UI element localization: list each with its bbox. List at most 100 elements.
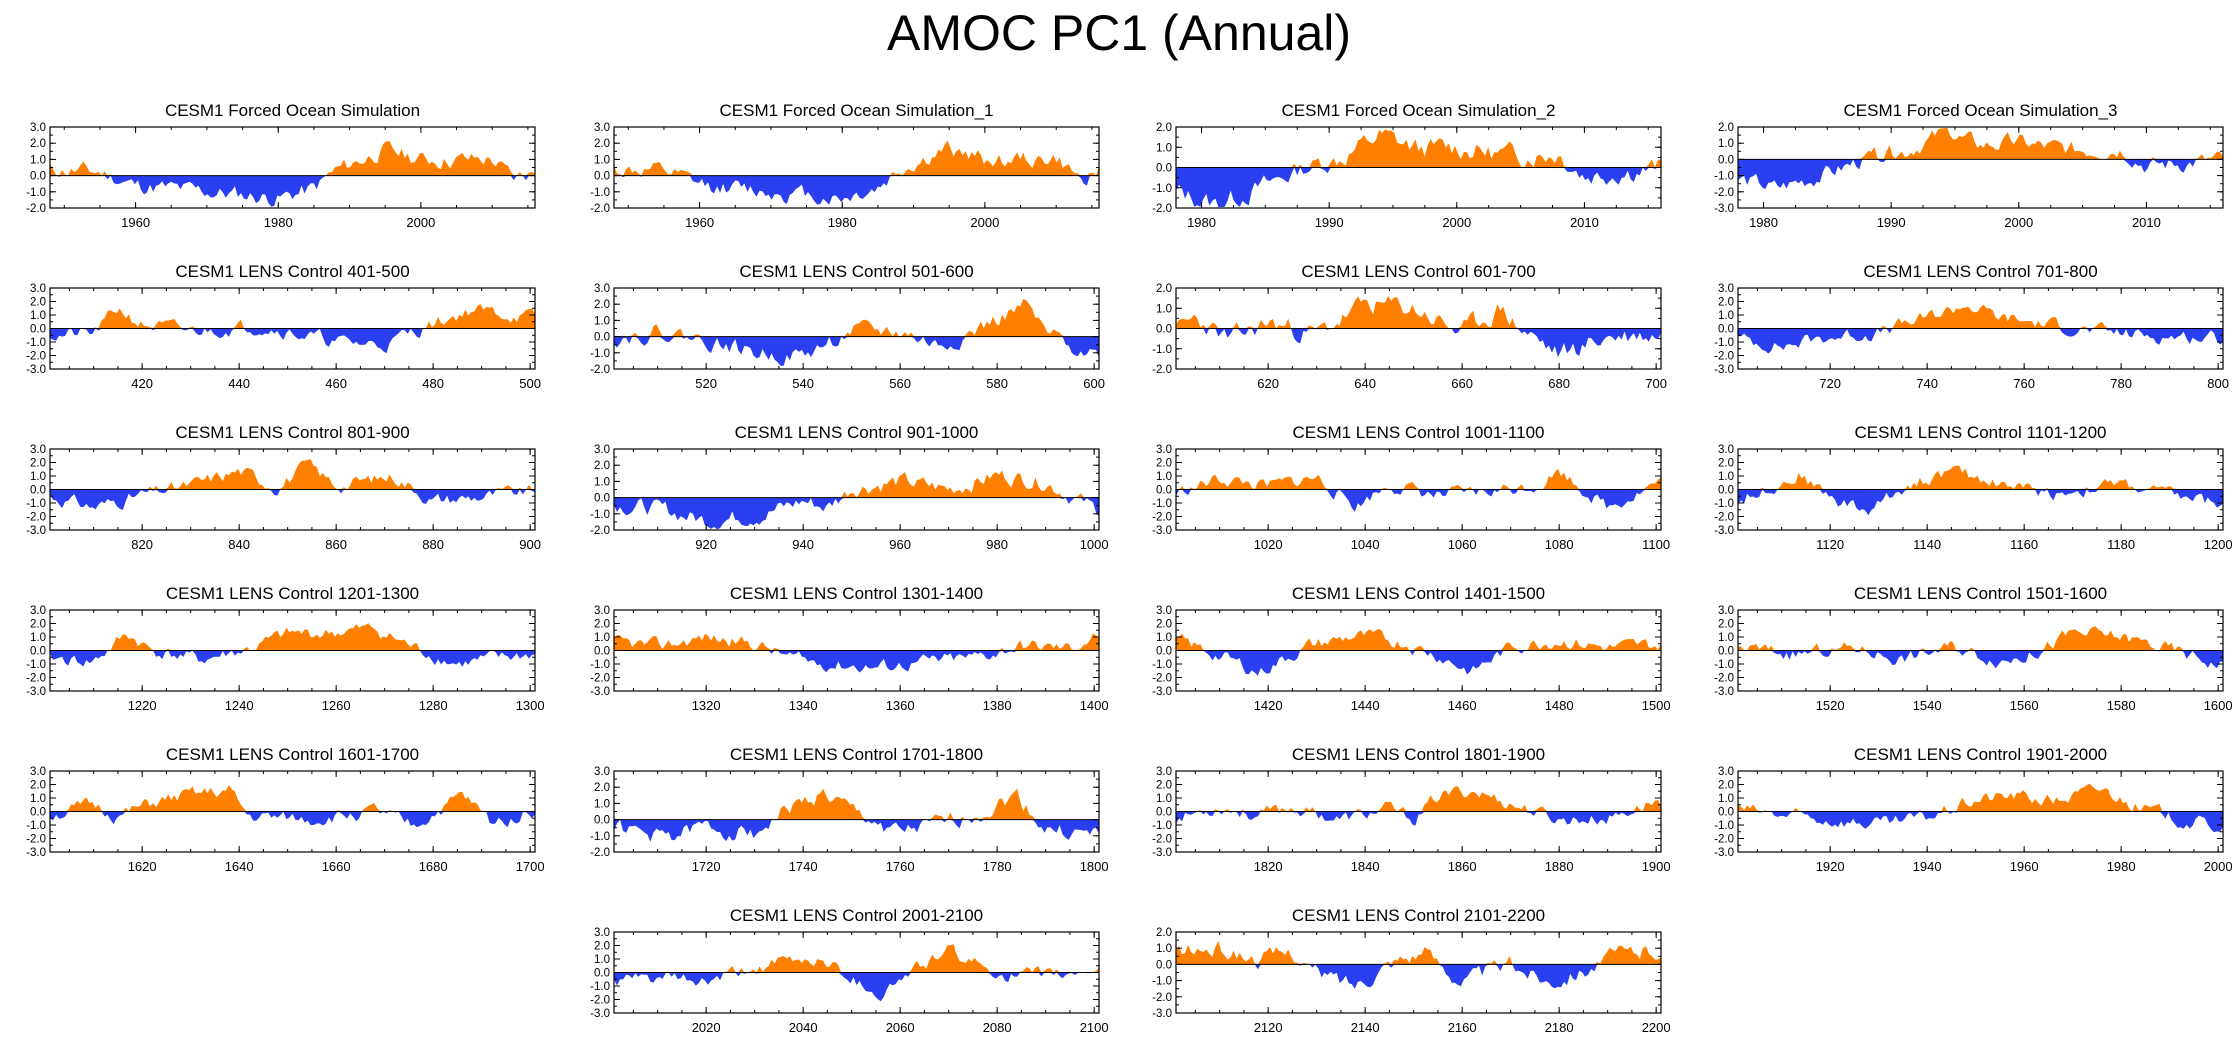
x-tick-label: 2100 [1080,1020,1109,1035]
y-tick-label: 3.0 [30,444,46,456]
x-tick-label: 1020 [1254,537,1283,552]
x-tick-label: 1340 [789,698,818,713]
y-tick-label: 3.0 [1718,766,1734,778]
negative-area [50,328,535,354]
x-tick-label: 1800 [1080,859,1109,874]
chart-panel: CESM1 LENS Control 1501-1600 3.0 2.01.0 0.0… [1714,584,2232,713]
y-tick-label: 0.0 [1718,324,1734,336]
negative-area [1176,811,1661,826]
x-tick-label: 1540 [1913,698,1942,713]
panel-title: CESM1 LENS Control 1501-1600 [1854,584,2107,603]
negative-area [1176,328,1661,358]
y-tick-label: -2.0 [26,512,46,524]
x-tick-label: 2080 [983,1020,1012,1035]
y-tick-label: -2.0 [1714,512,1734,524]
x-tick-label: 1960 [121,215,150,230]
y-tick-label: 3.0 [1156,766,1172,778]
x-tick-label: 1620 [128,859,157,874]
chart-panel: CESM1 LENS Control 1101-1200 3.0 2.01.0 0.0… [1714,423,2232,552]
positive-area [614,140,1099,176]
negative-area [614,972,1099,1002]
x-tick-label: 1980 [264,215,293,230]
x-tick-label: 440 [228,376,250,391]
y-tick-label: 1.0 [1718,471,1734,483]
positive-area [614,944,1099,973]
x-tick-label: 1220 [128,698,157,713]
chart-panel: CESM1 LENS Control 401-500 3.0 2.01.0 0.0-1… [26,262,541,391]
y-tick-label: -1.0 [26,820,46,832]
y-tick-label: -2.0 [1152,992,1172,1004]
y-tick-label: -2.0 [590,203,610,215]
y-tick-label: 3.0 [30,766,46,778]
panel-title: CESM1 LENS Control 1901-2000 [1854,745,2107,764]
y-tick-label: -2.0 [1152,364,1172,376]
chart-panel: CESM1 Forced Ocean Simulation_3 2.0 1.0 0.0… [1714,101,2224,230]
positive-area [50,304,535,329]
x-tick-label: 2060 [886,1020,915,1035]
y-tick-label: -1.0 [590,831,610,843]
panel-title: CESM1 LENS Control 1801-1900 [1292,745,1545,764]
y-tick-label: 2.0 [1718,297,1734,309]
x-tick-label: 1140 [1913,537,1941,552]
negative-area [614,497,1099,530]
x-tick-label: 1580 [2107,698,2136,713]
x-tick-label: 840 [228,537,250,552]
x-tick-label: 820 [131,537,153,552]
x-tick-label: 1940 [1913,859,1942,874]
negative-area [50,811,535,828]
y-tick-label: 0.0 [1156,485,1172,497]
x-tick-label: 1980 [2107,859,2136,874]
y-tick-label: 0.0 [594,646,610,658]
x-tick-label: 680 [1548,376,1570,391]
positive-area [50,141,535,176]
x-tick-label: 1820 [1254,859,1283,874]
positive-area [1176,129,1661,168]
y-tick-label: -2.0 [26,203,46,215]
x-tick-label: 1400 [1080,698,1109,713]
x-tick-label: 1060 [1448,537,1477,552]
y-tick-label: 2.0 [1718,780,1734,792]
figure-title: AMOC PC1 (Annual) [886,5,1352,61]
y-tick-label: -3.0 [1714,364,1734,376]
y-tick-label: 3.0 [1718,605,1734,617]
panel-title: CESM1 LENS Control 2101-2200 [1292,906,1545,925]
y-tick-label: 1.0 [30,154,46,166]
y-tick-label: 0.0 [1718,485,1734,497]
panel-title: CESM1 LENS Control 901-1000 [735,423,979,442]
y-tick-label: 0.0 [594,968,610,980]
y-tick-label: -1.0 [590,659,610,671]
chart-panel: CESM1 LENS Control 1301-1400 3.0 2.01.0 0.0… [590,584,1108,713]
y-tick-label: -2.0 [1714,187,1734,199]
y-tick-label: 1.0 [594,476,610,488]
x-tick-label: 2020 [692,1020,721,1035]
x-tick-label: 2160 [1448,1020,1477,1035]
y-tick-label: 2.0 [594,941,610,953]
x-tick-label: 1380 [983,698,1012,713]
negative-area [1176,167,1661,207]
negative-area [1738,159,2223,190]
chart-panel: CESM1 LENS Control 2001-2100 3.0 2.01.0 0.0… [590,906,1108,1035]
y-tick-label: 3.0 [594,605,610,617]
x-tick-label: 460 [325,376,347,391]
x-tick-label: 960 [889,537,911,552]
y-tick-label: 1.0 [594,154,610,166]
y-tick-label: 0.0 [1156,646,1172,658]
x-tick-label: 2000 [1442,215,1471,230]
y-tick-label: -1.0 [1714,337,1734,349]
x-tick-label: 1460 [1448,698,1477,713]
y-tick-label: 3.0 [594,122,610,134]
y-tick-label: -1.0 [26,337,46,349]
y-tick-label: 1.0 [1718,310,1734,322]
y-tick-label: 3.0 [594,283,610,295]
y-tick-label: -2.0 [590,995,610,1007]
y-tick-label: 1.0 [1718,138,1734,150]
chart-panel: CESM1 LENS Control 1801-1900 3.0 2.01.0 0.0… [1152,745,1670,874]
panel-title: CESM1 LENS Control 1301-1400 [730,584,983,603]
x-tick-label: 1420 [1254,698,1283,713]
negative-area [614,175,1099,205]
y-tick-label: 0.0 [1718,154,1734,166]
y-tick-label: -3.0 [26,364,46,376]
y-tick-label: -1.0 [1714,171,1734,183]
y-tick-label: 2.0 [594,619,610,631]
negative-area [614,336,1099,366]
